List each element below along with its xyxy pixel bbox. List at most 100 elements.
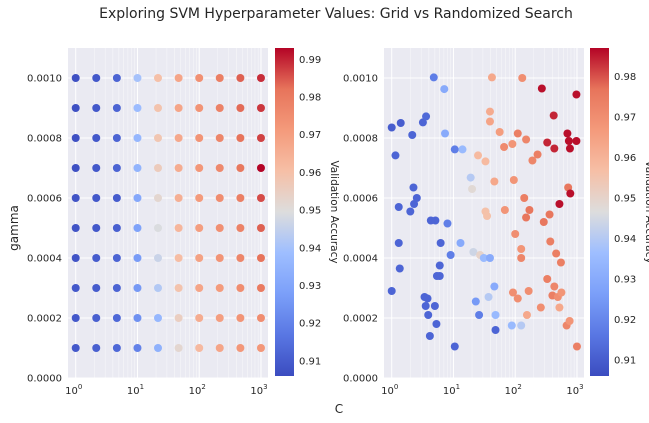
scatter-point (546, 237, 555, 246)
scatter-point (518, 74, 527, 82)
scatter-point (394, 239, 403, 247)
scatter-point (92, 314, 101, 322)
scatter-point (443, 219, 452, 228)
scatter-point (429, 73, 438, 82)
scatter-point (215, 74, 224, 82)
scatter-point (174, 284, 183, 292)
scatter-point (440, 85, 449, 94)
scatter-point (520, 194, 529, 202)
scatter-point (215, 194, 224, 202)
scatter-point (421, 302, 430, 310)
colorbar-tick-label: 0.95 (299, 206, 321, 217)
scatter-point (522, 135, 531, 144)
scatter-point (215, 104, 224, 112)
scatter-point (557, 288, 566, 297)
scatter-point (71, 104, 80, 112)
scatter-point (256, 344, 265, 352)
scatter-point (566, 189, 575, 198)
scatter-point (71, 74, 80, 82)
x-tick-label: 102 (505, 383, 522, 397)
y-tick-label: 0.0006 (343, 194, 378, 205)
scatter-point (474, 151, 483, 160)
scatter-point (450, 145, 459, 154)
scatter-point (556, 258, 565, 267)
scatter-point (215, 164, 224, 172)
colorbar-tick-label: 0.92 (299, 319, 321, 330)
scatter-point (236, 104, 245, 112)
scatter-point (550, 282, 559, 291)
scatter-point (543, 275, 552, 283)
scatter-point (71, 254, 80, 262)
scatter-point (195, 104, 204, 112)
scatter-point (112, 194, 121, 202)
y-tick-label: 0.0008 (27, 134, 62, 145)
colorbar-tick-label: 0.93 (614, 274, 636, 285)
scatter-point (174, 74, 183, 82)
scatter-point (256, 134, 265, 142)
scatter-point (236, 194, 245, 202)
scatter-point (481, 157, 490, 166)
scatter-point (469, 248, 478, 256)
scatter-point (466, 173, 475, 182)
scatter-point (536, 303, 545, 312)
scatter-point (195, 314, 204, 322)
colorbar-tick-label: 0.96 (614, 153, 636, 164)
scatter-point (430, 302, 439, 310)
scatter-point (174, 314, 183, 322)
scatter-point (195, 164, 204, 172)
scatter-point (133, 314, 142, 322)
scatter-point (236, 314, 245, 322)
y-axis-label: gamma (7, 205, 21, 251)
scatter-point (133, 344, 142, 352)
scatter-point (71, 314, 80, 322)
scatter-point (500, 143, 509, 151)
scatter-point (195, 134, 204, 142)
scatter-point (174, 344, 183, 352)
scatter-point (517, 245, 526, 253)
scatter-point (153, 194, 162, 202)
colorbar-tick-label: 0.91 (299, 356, 321, 367)
scatter-point (133, 224, 142, 232)
scatter-point (491, 311, 500, 319)
scatter-point (71, 344, 80, 352)
scatter-point (112, 314, 121, 322)
x-tick-label: 103 (250, 383, 267, 397)
scatter-point (215, 314, 224, 322)
colorbar-tick-label: 0.99 (299, 55, 321, 66)
scatter-point (479, 254, 488, 262)
scatter-point (487, 73, 496, 82)
scatter-point (522, 311, 531, 319)
scatter-point (133, 194, 142, 202)
x-axis-label: C (335, 402, 343, 416)
scatter-point (71, 164, 80, 172)
scatter-point (564, 137, 573, 145)
scatter-point (112, 284, 121, 292)
colorbar-tick-label: 0.97 (299, 130, 321, 141)
scatter-point (256, 254, 265, 262)
scatter-point (485, 117, 494, 126)
scatter-point (215, 344, 224, 352)
y-tick-label: 0.0004 (27, 254, 62, 265)
scatter-point (133, 254, 142, 262)
scatter-point (153, 284, 162, 292)
scatter-point (112, 104, 121, 112)
scatter-point (435, 261, 444, 270)
scatter-point (236, 254, 245, 262)
y-tick-label: 0.0006 (27, 194, 62, 205)
scatter-point (418, 118, 427, 127)
x-tick-label: 100 (381, 383, 398, 397)
scatter-point (572, 342, 581, 351)
scatter-point (71, 194, 80, 202)
scatter-point (71, 224, 80, 232)
scatter-point (387, 287, 396, 295)
scatter-point (92, 344, 101, 352)
scatter-point (441, 129, 450, 138)
scatter-point (92, 224, 101, 232)
scatter-point (256, 224, 265, 232)
scatter-point (543, 138, 552, 147)
scatter-point (391, 151, 400, 160)
scatter-point (195, 254, 204, 262)
scatter-point (436, 239, 445, 247)
scatter-point (215, 284, 224, 292)
